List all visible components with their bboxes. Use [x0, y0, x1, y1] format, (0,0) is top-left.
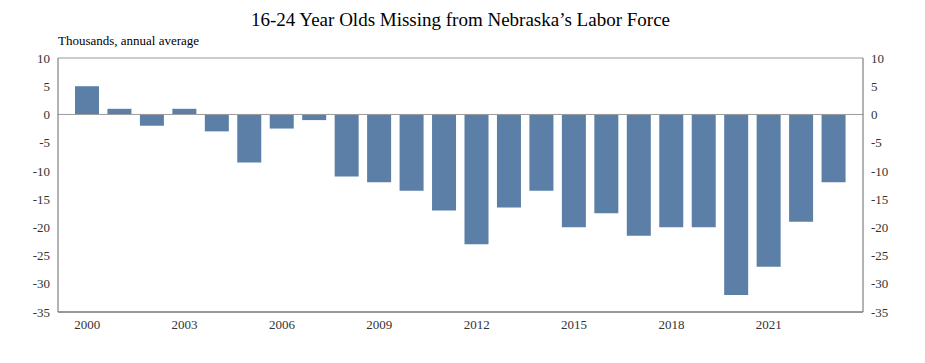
- svg-text:2015: 2015: [561, 317, 587, 332]
- html-text:Thousands, annual average: Thousands, annual average: [58, 33, 200, 48]
- svg-text:2018: 2018: [658, 317, 684, 332]
- svg-text:-5: -5: [871, 135, 882, 150]
- svg-text:5: 5: [44, 79, 51, 94]
- svg-text:2021: 2021: [756, 317, 782, 332]
- svg-text:0: 0: [871, 107, 878, 122]
- svg-text:-30: -30: [871, 276, 888, 291]
- svg-text:-25: -25: [33, 248, 50, 263]
- svg-text:10: 10: [37, 51, 50, 66]
- svg-text:2003: 2003: [172, 317, 198, 332]
- svg-text:-10: -10: [871, 164, 888, 179]
- svg-text:-15: -15: [871, 192, 888, 207]
- svg-text:10: 10: [871, 51, 884, 66]
- svg-text:-5: -5: [39, 135, 50, 150]
- svg-text:2009: 2009: [366, 317, 392, 332]
- svg-text:-20: -20: [871, 220, 888, 235]
- svg-text:-35: -35: [871, 305, 888, 320]
- svg-text:2000: 2000: [74, 317, 100, 332]
- html-text:16-24 Year Olds Missing from N: 16-24 Year Olds Missing from Nebraska’s …: [251, 9, 670, 30]
- svg-text:-10: -10: [33, 164, 50, 179]
- svg-text:-30: -30: [33, 276, 50, 291]
- svg-text:5: 5: [871, 79, 878, 94]
- svg-text:2006: 2006: [269, 317, 296, 332]
- svg-text:2012: 2012: [464, 317, 490, 332]
- svg-text:-20: -20: [33, 220, 50, 235]
- svg-text:0: 0: [44, 107, 51, 122]
- svg-text:-15: -15: [33, 192, 50, 207]
- svg-text:-35: -35: [33, 305, 50, 320]
- svg-text:-25: -25: [871, 248, 888, 263]
